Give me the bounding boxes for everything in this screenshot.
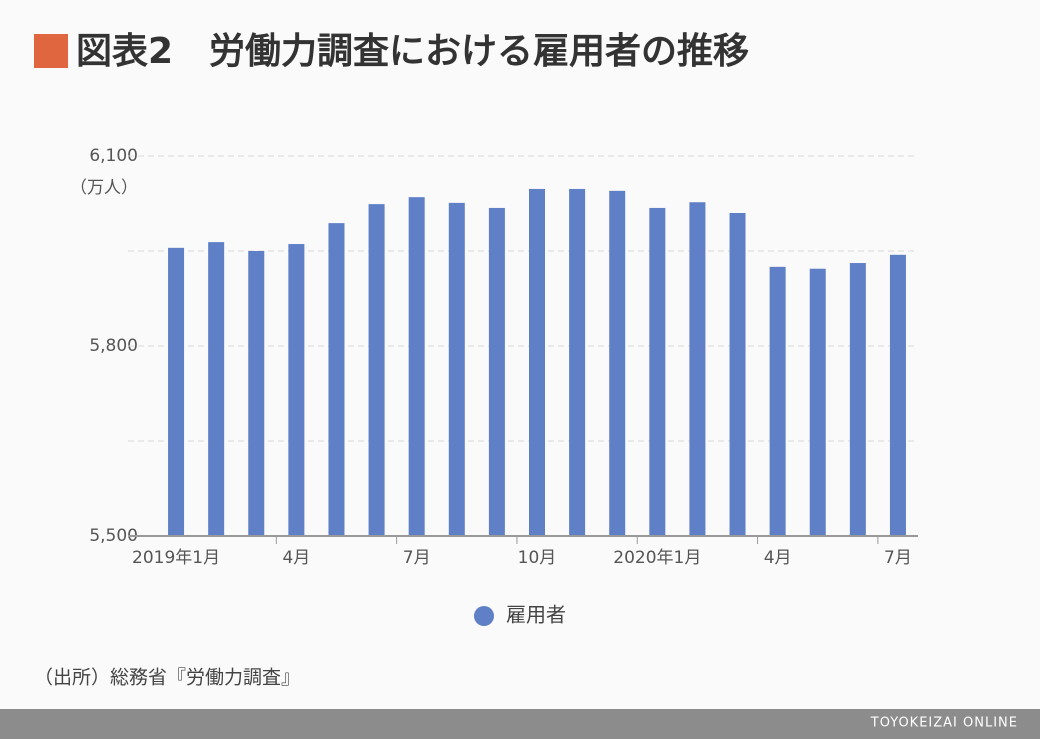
bar <box>208 242 225 536</box>
x-tick-label: 10月 <box>518 548 557 568</box>
footer-bar <box>0 709 1040 739</box>
y-tick-label: 6,100 <box>89 146 138 166</box>
bar <box>368 204 385 536</box>
bar <box>529 188 545 536</box>
bar <box>288 244 305 537</box>
x-tick-label: 7月 <box>884 548 912 568</box>
bar <box>408 197 425 536</box>
chart-title: 図表2 労働力調査における雇用者の推移 <box>76 31 749 72</box>
bar <box>168 247 185 537</box>
title-marker <box>34 34 68 68</box>
bar <box>248 251 265 536</box>
y-tick-label: 5,800 <box>89 336 138 356</box>
bar <box>689 202 706 536</box>
legend-label: 雇用者 <box>506 603 566 627</box>
bar <box>448 202 465 536</box>
x-tick-label: 2019年1月 <box>132 548 220 568</box>
bar <box>849 263 866 536</box>
bar <box>729 213 746 536</box>
bar <box>609 190 626 537</box>
bar <box>569 188 586 536</box>
footer: TOYOKEIZAI ONLINE <box>870 716 1018 731</box>
bar <box>889 254 906 537</box>
x-tick-label: 4月 <box>282 548 310 568</box>
bar <box>488 207 505 536</box>
x-tick-label: 2020年1月 <box>613 548 701 568</box>
legend-marker <box>474 606 494 626</box>
source: （出所）総務省『労働力調査』 <box>34 667 300 689</box>
bar <box>769 266 786 536</box>
y-unit: （万人） <box>70 178 138 198</box>
x-tick-label: 7月 <box>403 548 431 568</box>
bar <box>809 268 826 536</box>
y-tick-label: 5,500 <box>89 526 138 546</box>
bar <box>649 207 666 536</box>
bar <box>328 223 345 536</box>
x-tick-label: 4月 <box>764 548 792 568</box>
